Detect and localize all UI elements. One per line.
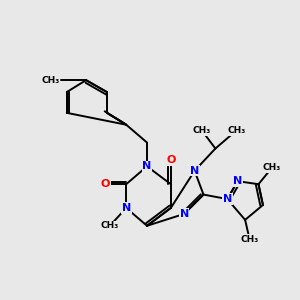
Text: N: N — [233, 176, 242, 186]
Text: CH₃: CH₃ — [193, 126, 211, 135]
Text: N: N — [223, 194, 232, 204]
Text: CH₃: CH₃ — [101, 221, 119, 230]
Text: N: N — [180, 209, 189, 219]
Text: N: N — [190, 166, 199, 176]
Text: O: O — [101, 179, 110, 189]
Text: CH₃: CH₃ — [41, 76, 59, 85]
Text: N: N — [142, 161, 152, 171]
Text: CH₃: CH₃ — [263, 163, 281, 172]
Text: CH₃: CH₃ — [227, 126, 245, 135]
Text: CH₃: CH₃ — [240, 235, 259, 244]
Text: N: N — [122, 203, 131, 213]
Text: O: O — [166, 155, 176, 165]
